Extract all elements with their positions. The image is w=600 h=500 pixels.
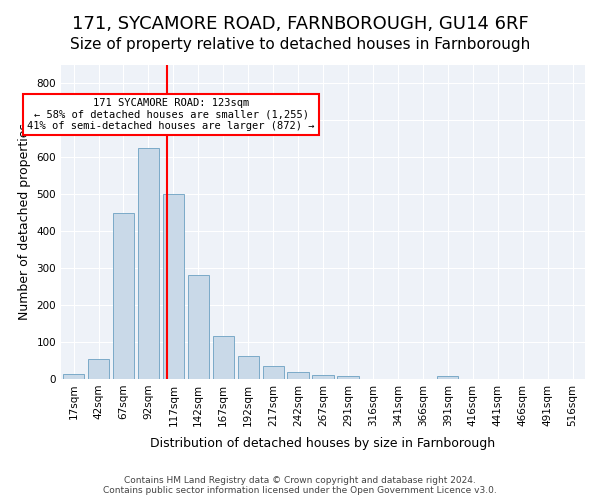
X-axis label: Distribution of detached houses by size in Farnborough: Distribution of detached houses by size … [151, 437, 496, 450]
Text: Contains HM Land Registry data © Crown copyright and database right 2024.
Contai: Contains HM Land Registry data © Crown c… [103, 476, 497, 495]
Bar [437, 376, 458, 379]
Bar [188, 276, 209, 379]
Bar [313, 375, 334, 379]
Text: 171 SYCAMORE ROAD: 123sqm
← 58% of detached houses are smaller (1,255)
41% of se: 171 SYCAMORE ROAD: 123sqm ← 58% of detac… [28, 98, 315, 131]
Bar [63, 374, 84, 379]
Y-axis label: Number of detached properties: Number of detached properties [18, 124, 31, 320]
Bar [138, 148, 159, 379]
Bar [212, 336, 234, 379]
Text: Size of property relative to detached houses in Farnborough: Size of property relative to detached ho… [70, 38, 530, 52]
Bar [88, 358, 109, 379]
Bar [113, 212, 134, 379]
Bar [287, 372, 309, 379]
Bar [238, 356, 259, 379]
Bar [163, 194, 184, 379]
Bar [337, 376, 359, 379]
Bar [263, 366, 284, 379]
Text: 171, SYCAMORE ROAD, FARNBOROUGH, GU14 6RF: 171, SYCAMORE ROAD, FARNBOROUGH, GU14 6R… [71, 15, 529, 33]
